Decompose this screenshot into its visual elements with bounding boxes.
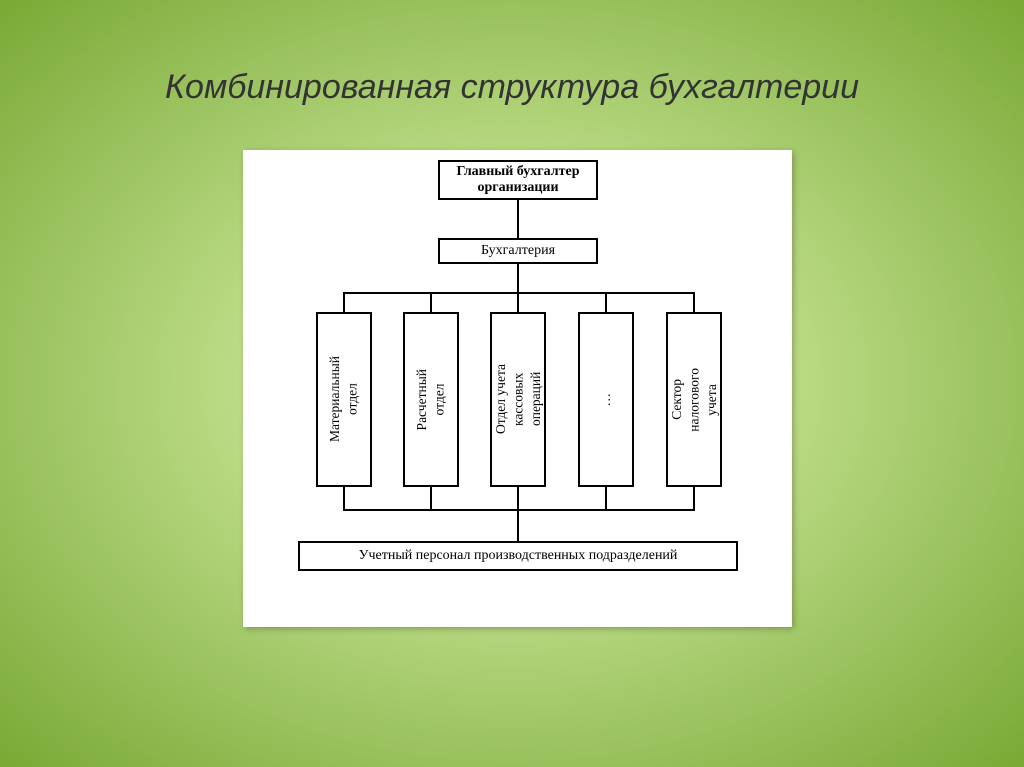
edge-bus-bottom [517,509,519,541]
node-dept5: Сектор налогового учета [666,312,722,487]
node-level2-label: Бухгалтерия [481,243,555,259]
node-dept3: Отдел учета кассовых операций [490,312,546,487]
drop-top-1 [343,292,345,312]
drop-bot-2 [430,487,432,509]
drop-bot-4 [605,487,607,509]
edge-level2-bus [517,264,519,292]
node-root-line2: организации [477,180,558,195]
node-dept3-l2: кассовых [510,373,525,426]
node-root-line1: Главный бухгалтер [457,164,580,179]
node-dept1-l1: Материальный [327,356,342,442]
node-bottom: Учетный персонал производственных подраз… [298,541,738,571]
node-level2: Бухгалтерия [438,238,598,264]
node-dept5-l1: Сектор [669,379,684,420]
bus-bottom [343,509,695,511]
drop-bot-1 [343,487,345,509]
drop-top-2 [430,292,432,312]
node-dept5-l3: учета [704,384,719,416]
node-dept2-l2: отдел [432,384,447,416]
node-dept5-l2: налогового [686,368,701,432]
diagram-container: Главный бухгалтер организации Бухгалтери… [243,150,792,627]
drop-top-3 [517,292,519,312]
slide: Комбинированная структура бухгалтерии Гл… [0,0,1024,767]
node-dept1-l2: отдел [345,384,360,416]
node-dept4: … [578,312,634,487]
drop-top-4 [605,292,607,312]
org-chart: Главный бухгалтер организации Бухгалтери… [243,150,792,627]
node-dept3-l1: Отдел учета [493,364,508,434]
node-dept2-l1: Расчетный [414,369,429,430]
node-dept3-l3: операций [528,372,543,426]
node-dept2: Расчетный отдел [403,312,459,487]
node-root: Главный бухгалтер организации [438,160,598,200]
node-dept1: Материальный отдел [316,312,372,487]
node-dept4-label: … [598,393,613,407]
slide-title: Комбинированная структура бухгалтерии [0,68,1024,107]
node-bottom-label: Учетный персонал производственных подраз… [359,548,678,564]
drop-bot-5 [693,487,695,509]
drop-top-5 [693,292,695,312]
edge-root-level2 [517,200,519,238]
bus-top [343,292,695,294]
drop-bot-3 [517,487,519,509]
